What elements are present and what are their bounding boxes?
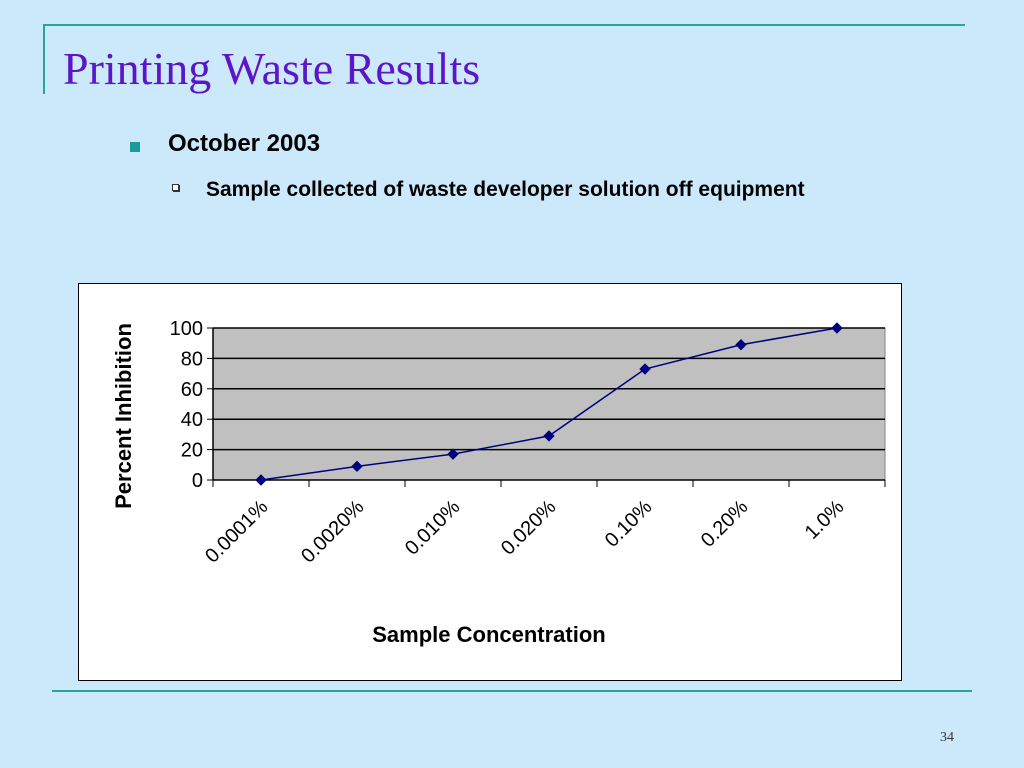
- data-point: [639, 363, 651, 375]
- square-bullet-icon: [130, 142, 140, 152]
- hollow-square-bullet-icon: [172, 184, 179, 191]
- x-tick-label: 1.0%: [801, 496, 849, 544]
- y-tick-label: 0: [192, 470, 203, 492]
- left-rule: [43, 24, 45, 94]
- line-chart: 0 20 40 60 80 100 0.0001% 0.0020% 0.010% 0.020% 0.…: [111, 318, 886, 647]
- data-point: [735, 339, 747, 351]
- x-tick-label: 0.010%: [401, 496, 465, 560]
- x-tick-label: 0.0001%: [201, 496, 273, 568]
- y-tick-label: 20: [181, 440, 203, 462]
- plot-area: [212, 327, 886, 481]
- y-tick-label: 40: [181, 409, 203, 431]
- data-point: [831, 322, 843, 334]
- x-tick-label: 0.020%: [497, 496, 561, 560]
- x-tick-label: 0.10%: [601, 496, 657, 552]
- data-point: [447, 448, 459, 460]
- y-axis-title: Percent Inhibition: [111, 323, 136, 509]
- data-point: [351, 460, 363, 473]
- y-tick-label: 60: [181, 379, 203, 401]
- slide-title: Printing Waste Results: [63, 43, 481, 94]
- x-tick-label: 0.20%: [697, 496, 753, 552]
- top-rule: [43, 24, 965, 26]
- x-axis-title: Sample Concentration: [372, 622, 605, 647]
- page-number: 34: [940, 730, 954, 745]
- x-tick-label: 0.0020%: [297, 496, 369, 568]
- bullet-level-1-text: October 2003: [168, 130, 321, 157]
- chart-container: 0 20 40 60 80 100 0.0001% 0.0020% 0.010% 0.020% 0.…: [78, 283, 902, 681]
- data-point: [543, 430, 555, 442]
- y-tick-label: 80: [181, 348, 203, 370]
- y-tick-label: 100: [170, 318, 203, 340]
- bottom-rule: [52, 690, 972, 692]
- bullet-level-2-text: Sample collected of waste developer solu…: [206, 178, 805, 201]
- data-point: [255, 474, 267, 486]
